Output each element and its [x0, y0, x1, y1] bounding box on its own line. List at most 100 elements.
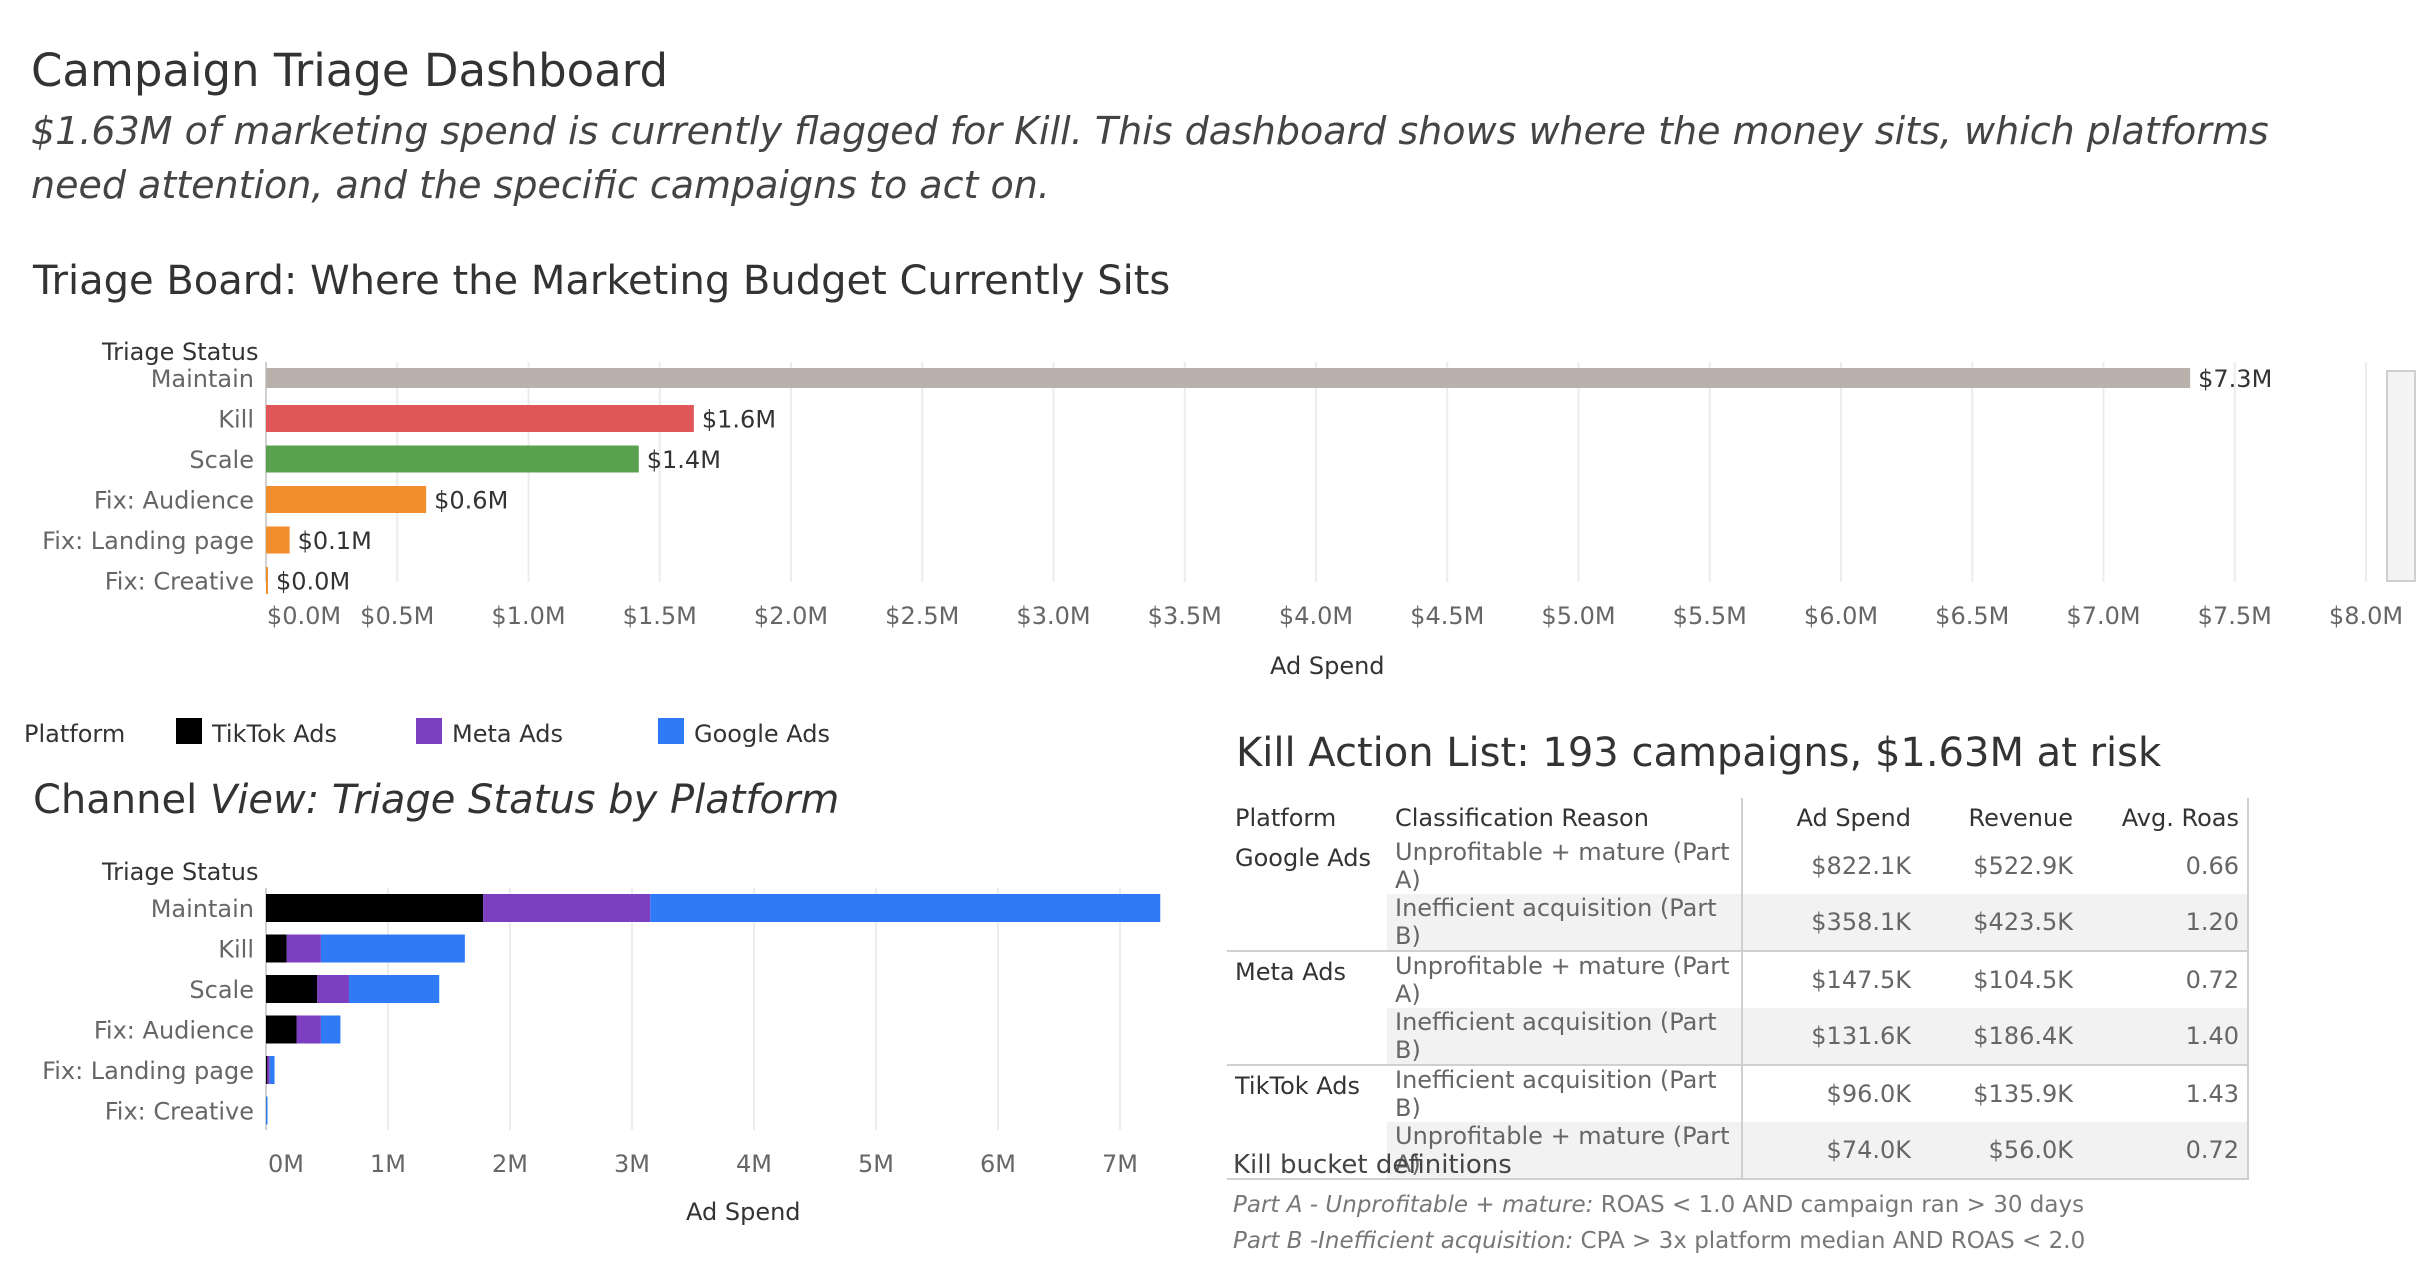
triage-bar-fix-creative — [266, 567, 268, 594]
legend-swatch-meta[interactable] — [416, 718, 442, 744]
channel-category-label: Scale — [189, 976, 254, 1004]
definition-part-a-name: - Unprofitable + mature: — [1309, 1192, 1594, 1218]
triage-category-label: Maintain — [151, 365, 254, 393]
channel-tick-label: 2M — [492, 1150, 528, 1178]
triage-bar-scale — [266, 445, 639, 473]
cell-platform — [1227, 1122, 1387, 1180]
channel-bar-google-ads-fix-creative — [266, 1096, 268, 1125]
triage-tick-label: $7.0M — [2066, 602, 2140, 630]
cell-revenue: $423.5K — [1919, 894, 2081, 951]
triage-category-label: Fix: Landing page — [42, 527, 254, 555]
cell-ad-spend: $358.1K — [1742, 894, 1919, 951]
legend-label-google[interactable]: Google Ads — [694, 720, 830, 748]
cell-ad-spend: $822.1K — [1811, 852, 1911, 880]
channel-view-title-italic: View: Triage Status by Platform — [209, 777, 840, 823]
cell-ad-spend: $74.0K — [1742, 1122, 1919, 1180]
cell-platform — [1227, 1008, 1387, 1065]
channel-bar-meta-ads-kill — [286, 934, 321, 963]
triage-tick-label: $5.0M — [1541, 602, 1615, 630]
cell-avg-roas: 1.40 — [2081, 1008, 2249, 1065]
definition-part-b-label: Part B — [1233, 1228, 1303, 1254]
channel-tick-label: 3M — [614, 1150, 650, 1178]
cell-revenue: $104.5K — [1919, 950, 2081, 1008]
triage-tick-label: $6.5M — [1935, 602, 2009, 630]
channel-tick-label: 4M — [736, 1150, 772, 1178]
col-header-reason[interactable]: Classification Reason — [1387, 798, 1743, 838]
channel-bar-google-ads-scale — [348, 975, 440, 1003]
cell-platform — [1227, 894, 1387, 951]
channel-tick-label: 0M — [268, 1150, 304, 1178]
definition-part-b-rule: CPA > 3x platform median AND ROAS < 2.0 — [1580, 1228, 2086, 1254]
channel-view-header-label: Triage Status — [102, 858, 259, 886]
channel-category-label: Fix: Landing page — [42, 1057, 254, 1085]
col-header-ad-spend[interactable]: Ad Spend — [1796, 804, 1911, 832]
cell-reason: Unprofitable + mature (Part A) — [1387, 1122, 1743, 1180]
triage-data-label: $0.6M — [434, 487, 508, 515]
legend-label-meta[interactable]: Meta Ads — [452, 720, 563, 748]
channel-bar-tiktok-ads-scale — [266, 975, 318, 1003]
definition-part-a: Part A - Unprofitable + mature: ROAS < 1… — [1233, 1192, 2084, 1218]
triage-tick-label: $7.5M — [2198, 602, 2272, 630]
table-row: Inefficient acquisition (Part B) $358.1K $… — [1227, 894, 2249, 951]
channel-bar-tiktok-ads-fix-landing-page — [266, 1056, 268, 1084]
legend-label-tiktok[interactable]: TikTok Ads — [212, 720, 338, 748]
triage-board-title: Triage Board: Where the Marketing Budget… — [33, 258, 1171, 304]
definitions-title: Kill bucket definitions — [1233, 1150, 1512, 1180]
triage-tick-label: $3.0M — [1016, 602, 1090, 630]
cell-revenue: $56.0K — [1919, 1122, 2081, 1180]
col-header-revenue[interactable]: Revenue — [1968, 804, 2073, 832]
definition-part-a-rule: ROAS < 1.0 AND campaign ran > 30 days — [1600, 1192, 2085, 1218]
channel-view-title-plain: Channel — [33, 777, 198, 823]
triage-tick-label: $0.0M — [267, 602, 341, 630]
cell-revenue: $135.9K — [1919, 1064, 2081, 1122]
kill-list-title: Kill Action List: 193 campaigns, $1.63M … — [1236, 730, 2162, 776]
channel-bar-tiktok-ads-fix-audience — [266, 1015, 297, 1044]
channel-view-title: Channel View: Triage Status by Platform — [33, 777, 839, 823]
channel-tick-label: 5M — [858, 1150, 894, 1178]
triage-bar-fix-landing-page — [266, 526, 290, 554]
cell-avg-roas: 1.20 — [2081, 894, 2249, 951]
channel-view-axis-title: Ad Spend — [686, 1198, 801, 1226]
channel-bar-meta-ads-scale — [317, 975, 349, 1003]
triage-tick-label: $2.0M — [754, 602, 828, 630]
channel-bar-meta-ads-maintain — [483, 894, 651, 922]
triage-bar-fix-audience — [266, 486, 427, 513]
triage-tick-label: $0.5M — [360, 602, 434, 630]
channel-bar-meta-ads-fix-landing-page — [267, 1056, 270, 1084]
cell-avg-roas: 0.66 — [2081, 838, 2249, 894]
cell-reason: Inefficient acquisition (Part B) — [1387, 1008, 1743, 1065]
table-row: Unprofitable + mature (Part A) $74.0K $56.… — [1227, 1122, 2249, 1180]
col-header-avg-roas[interactable]: Avg. Roas — [2081, 798, 2249, 838]
cell-platform: Meta Ads — [1227, 950, 1387, 1008]
table-row: Inefficient acquisition (Part B) $131.6K $… — [1227, 1008, 2249, 1065]
col-header-platform[interactable]: Platform — [1235, 804, 1337, 832]
definition-part-a-label: Part A — [1233, 1192, 1303, 1218]
channel-category-label: Maintain — [151, 895, 254, 923]
table-row: Google Ads Unprofitable + mature (Part A)… — [1227, 838, 2249, 894]
triage-board-scrollbar[interactable] — [2386, 370, 2416, 582]
cell-platform: TikTok Ads — [1227, 1064, 1387, 1122]
definition-part-b: Part B -Inefficient acquisition: CPA > 3… — [1233, 1228, 2085, 1254]
definition-part-b-name: -Inefficient acquisition: — [1309, 1228, 1574, 1254]
legend-swatch-tiktok[interactable] — [176, 718, 202, 744]
channel-bar-google-ads-kill — [320, 934, 465, 963]
cell-ad-spend: $131.6K — [1742, 1008, 1919, 1065]
channel-bar-google-ads-fix-landing-page — [269, 1056, 275, 1084]
triage-tick-label: $6.0M — [1804, 602, 1878, 630]
triage-bar-maintain — [266, 368, 2191, 388]
triage-tick-label: $4.0M — [1279, 602, 1353, 630]
triage-bar-kill — [266, 405, 694, 432]
legend-title: Platform — [24, 720, 126, 748]
channel-tick-label: 6M — [980, 1150, 1016, 1178]
triage-category-label: Kill — [218, 406, 254, 434]
legend-swatch-google[interactable] — [658, 718, 684, 744]
dashboard-title: Campaign Triage Dashboard — [31, 44, 669, 97]
triage-category-label: Fix: Audience — [94, 487, 254, 515]
triage-board-header-label: Triage Status — [102, 338, 259, 366]
triage-data-label: $0.1M — [298, 527, 372, 555]
triage-tick-label: $3.5M — [1148, 602, 1222, 630]
dashboard-subtitle: $1.63M of marketing spend is currently f… — [31, 109, 2269, 207]
triage-tick-label: $4.5M — [1410, 602, 1484, 630]
triage-tick-label: $1.5M — [623, 602, 697, 630]
channel-category-label: Fix: Audience — [94, 1017, 254, 1045]
